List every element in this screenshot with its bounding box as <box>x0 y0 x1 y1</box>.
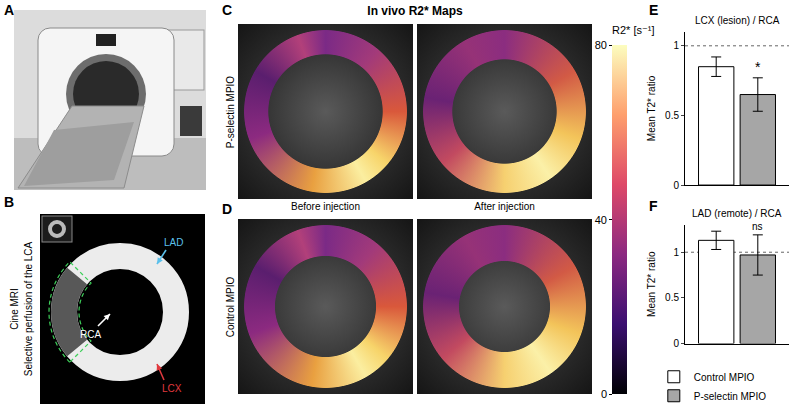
svg-text:Mean T2* ratio: Mean T2* ratio <box>646 75 657 141</box>
html-text:In vivo R2* Maps: In vivo R2* Maps <box>367 4 463 18</box>
html-text:E: E <box>649 2 659 18</box>
svg-text:RCA: RCA <box>80 329 101 340</box>
svg-text:Mean T2* ratio: Mean T2* ratio <box>646 251 657 317</box>
html-text:Cine MRI: Cine MRI <box>8 288 20 330</box>
svg-text:0: 0 <box>673 338 679 349</box>
html-text:80: 80 <box>594 39 607 51</box>
svg-text:LAD (remote) / RCA: LAD (remote) / RCA <box>692 208 782 219</box>
html-text:B: B <box>4 194 15 210</box>
svg-text:1: 1 <box>673 40 679 51</box>
html-text:C: C <box>222 2 233 18</box>
svg-text:1: 1 <box>673 247 679 258</box>
svg-text:LAD: LAD <box>164 237 183 248</box>
svg-text:P-selectin MPIO: P-selectin MPIO <box>694 391 766 402</box>
html-text:40: 40 <box>594 213 607 226</box>
html-text:Selective perfusion of the LCA: Selective perfusion of the LCA <box>22 241 34 377</box>
svg-text:0.5: 0.5 <box>665 110 679 121</box>
html-text:D: D <box>222 201 233 217</box>
svg-text:LCX (lesion) / RCA: LCX (lesion) / RCA <box>695 15 780 26</box>
html-text:F: F <box>649 198 658 214</box>
html-text:0: 0 <box>600 388 607 400</box>
html-text:Before injection: Before injection <box>291 201 360 212</box>
svg-text:Control MPIO: Control MPIO <box>694 372 755 383</box>
svg-text:LCX: LCX <box>162 383 182 394</box>
svg-text:0: 0 <box>673 180 679 191</box>
html-text:P-selectin MPIO: P-selectin MPIO <box>224 75 236 148</box>
html-text:R2* [s⁻¹]: R2* [s⁻¹] <box>612 24 655 36</box>
html-text:A: A <box>4 2 15 18</box>
svg-text:ns: ns <box>752 221 763 232</box>
html-text:Control MPIO: Control MPIO <box>224 276 236 337</box>
html-text:After injection: After injection <box>474 201 535 212</box>
svg-text:*: * <box>755 59 761 75</box>
svg-text:0.5: 0.5 <box>665 292 679 303</box>
